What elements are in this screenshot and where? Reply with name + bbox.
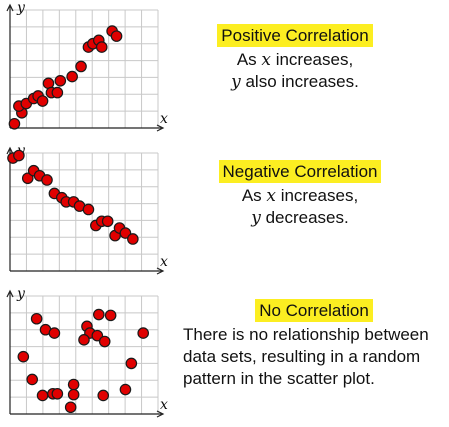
data-point [21,172,34,185]
y-axis-label: y [16,286,26,302]
positive-line2-var: y [231,72,241,92]
negative-correlation-caption: Negative Correlation As x increases, y d… [190,160,410,229]
data-point [8,117,21,130]
scatter-plot-negative: yx [6,143,168,275]
data-point [104,309,117,322]
y-axis-arrow-icon [6,3,14,12]
negative-line1-pre: As [241,186,267,205]
data-point [97,389,110,402]
data-point [48,327,61,339]
data-point [36,95,49,107]
positive-correlation-title: Positive Correlation [217,24,373,47]
positive-line1-pre: As [236,50,262,69]
data-point [119,383,132,396]
data-point [110,30,123,42]
data-point [64,401,77,414]
grid-none [10,295,159,414]
data-point [98,335,111,348]
positive-correlation-caption: Positive Correlation As x increases, y a… [185,24,405,93]
data-point [78,334,90,346]
positive-line1-post: increases, [270,50,354,69]
negative-description-line-2: y decreases. [190,207,410,229]
y-axis-arrow-icon [6,289,14,298]
data-point [51,387,64,400]
data-point [101,215,114,228]
no-correlation-line-1: There is no relationship between [183,325,429,344]
x-axis-label: x [160,111,168,127]
negative-description-line-1: As x increases, [190,185,410,207]
data-point [66,70,78,83]
x-axis-arrow-icon [156,410,165,418]
no-correlation-line-2: data sets, resulting in a random [183,347,421,366]
x-axis-arrow-icon [156,124,165,132]
negative-line1-post: increases, [275,186,359,205]
data-point [54,75,67,87]
x-axis-arrow-icon [156,267,165,275]
x-axis-label: x [160,397,168,413]
negative-line2-post: decreases. [260,208,349,227]
data-point [51,86,64,99]
data-point [127,233,139,245]
data-point [82,203,95,216]
data-point [125,357,138,370]
y-axis-label: y [16,0,26,16]
data-point [67,378,80,391]
data-point [41,174,53,186]
no-correlation-caption: No Correlation There is no relationship … [183,299,445,390]
data-point [93,308,105,321]
data-point [95,41,108,53]
data-point [75,60,87,73]
data-point [26,373,38,386]
no-correlation-line-3: pattern in the scatter plot. [183,369,375,388]
positive-line2-post: also increases. [240,72,359,91]
scatter-plot-positive: yx [6,0,168,132]
data-point [13,149,25,162]
negative-correlation-title: Negative Correlation [218,160,382,183]
data-point [30,312,43,325]
positive-description-line-2: y also increases. [185,71,405,93]
negative-correlation-plot: yx [0,143,175,283]
data-point [137,327,149,339]
y-axis-arrow-icon [6,146,14,155]
positive-description-line-1: As x increases, [185,49,405,71]
negative-line2-var: y [251,208,261,228]
negative-line1-var: x [266,186,276,206]
data-point [91,329,104,342]
data-point [67,388,80,401]
data-point [17,350,30,363]
positive-line1-var: x [261,50,271,70]
scatter-plot-none: yx [6,286,168,418]
data-point [119,227,132,239]
x-axis-label: x [160,254,168,270]
no-correlation-title: No Correlation [255,299,373,322]
data-point [36,389,49,402]
